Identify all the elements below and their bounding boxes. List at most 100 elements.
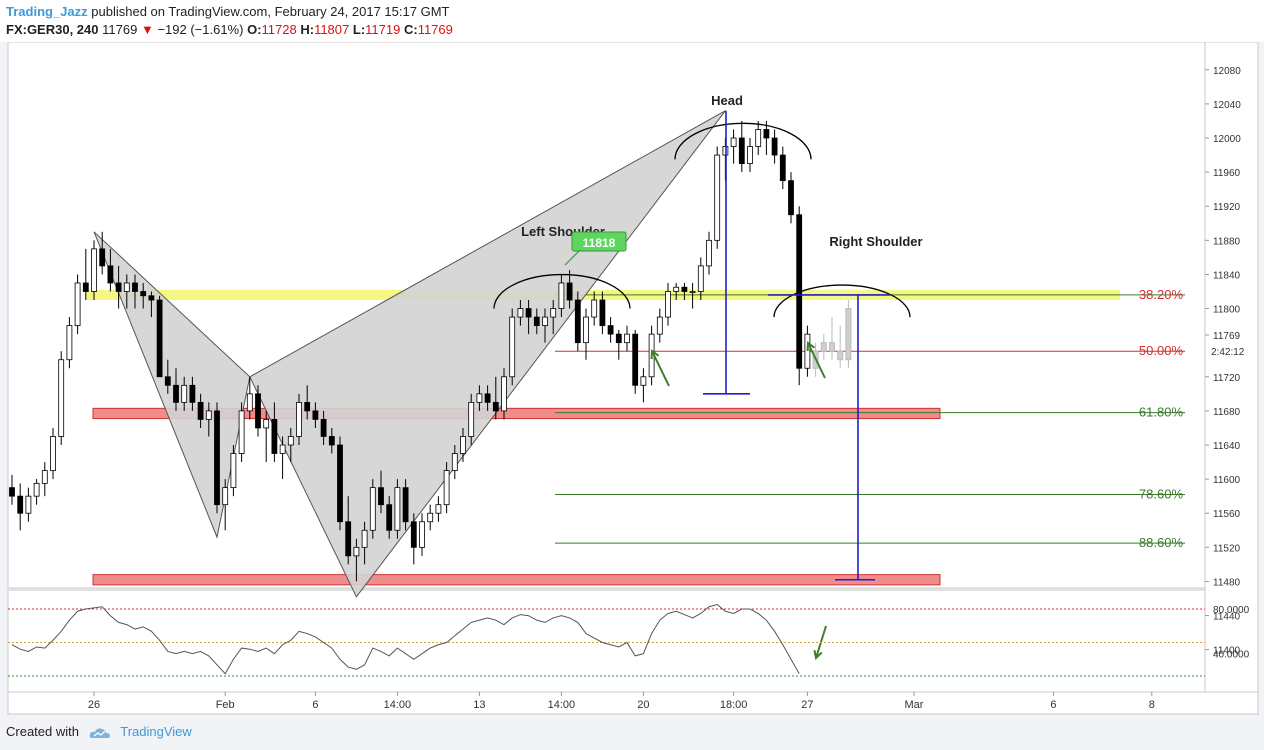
- ghost-candle-body: [837, 350, 844, 361]
- y-tick-label: 11400: [1213, 646, 1241, 657]
- chart-canvas[interactable]: 12120 12080 12040 12000 11960 11920 11880 11840…: [0, 42, 1264, 718]
- candle-body: [779, 154, 786, 182]
- low-value: 11719: [365, 22, 401, 37]
- zone-red: [92, 407, 941, 420]
- candle-body: [435, 504, 442, 514]
- candle-body: [402, 487, 409, 523]
- candle-body: [542, 316, 548, 327]
- candle-body: [509, 316, 516, 378]
- open-value: 11728: [261, 22, 297, 37]
- candle-body: [591, 299, 598, 318]
- candle-body: [222, 487, 229, 506]
- candle-body: [9, 487, 15, 497]
- bull-arrow-right-head: [806, 341, 816, 352]
- candle-body: [378, 487, 384, 506]
- high-value: 11807: [314, 22, 350, 37]
- last-price: 11769: [102, 22, 138, 37]
- x-tick-label: 8: [1149, 699, 1155, 711]
- y-tick-label: 11840: [1213, 270, 1241, 281]
- created-with-text: Created with: [6, 724, 79, 739]
- y-tick-label: 12040: [1213, 100, 1241, 111]
- x-tick-label: 13: [473, 699, 485, 711]
- zone-red: [92, 574, 941, 586]
- candle-body: [427, 512, 434, 523]
- rsi-pane: [7, 589, 1206, 693]
- y-tick-label: 11600: [1213, 475, 1241, 486]
- candle-body: [615, 333, 622, 344]
- y-tick-label: 12080: [1213, 66, 1241, 77]
- ghost-candle-body: [820, 342, 827, 352]
- candle-body: [271, 419, 278, 454]
- candle-body: [214, 410, 220, 506]
- candle-body: [140, 291, 147, 297]
- price-pane: [7, 42, 1206, 589]
- x-tick-label: 6: [1050, 699, 1056, 711]
- x-tick-label: 26: [88, 699, 100, 711]
- candle-body: [566, 282, 573, 301]
- candle-body: [361, 529, 368, 548]
- candle-body: [173, 384, 179, 403]
- candle-body: [607, 325, 614, 335]
- candle-body: [181, 384, 188, 403]
- price-tag-pointer: [564, 249, 581, 266]
- x-tick-label: 14:00: [548, 699, 576, 711]
- x-tick-label: Feb: [216, 699, 235, 711]
- head-label: Head: [711, 93, 743, 108]
- candle-body: [788, 180, 794, 216]
- candle-body: [279, 444, 286, 454]
- candle-body: [468, 401, 475, 437]
- ghost-candle-body: [829, 342, 835, 352]
- candle-body: [132, 282, 138, 292]
- candle-body: [492, 401, 499, 412]
- x-tick-label: 14:00: [384, 699, 412, 711]
- candle-body: [697, 265, 704, 292]
- bull-arrow-left: [651, 350, 670, 387]
- close-label: C:: [403, 22, 418, 37]
- candle-body: [320, 419, 327, 437]
- candle-body: [230, 453, 237, 489]
- candle-body: [747, 146, 753, 164]
- y-tick-label: 11560: [1213, 509, 1241, 520]
- publisher-link[interactable]: Trading_Jazz: [6, 4, 88, 19]
- time-axis: [7, 691, 1259, 715]
- y-tick-label: 11640: [1213, 441, 1241, 452]
- header-bar: Trading_Jazz published on TradingView.co…: [0, 0, 1264, 42]
- y-tick-label: 11440: [1213, 612, 1241, 623]
- candle-body: [673, 286, 680, 292]
- candle-body: [599, 299, 606, 327]
- candle-body: [189, 384, 196, 403]
- candle-body: [25, 495, 32, 514]
- candle-body: [238, 410, 245, 454]
- y-tick-label: 12000: [1213, 134, 1241, 145]
- candle-body: [804, 333, 811, 369]
- candle-body: [41, 470, 48, 484]
- candle-body: [632, 333, 639, 386]
- fib-label: 61.80%: [1139, 405, 1184, 420]
- x-tick-label: 6: [312, 699, 318, 711]
- y-tick-label: 11720: [1213, 373, 1241, 384]
- candle-body: [410, 521, 417, 548]
- candle-body: [525, 308, 532, 318]
- candle-body: [156, 299, 163, 378]
- candle-body: [328, 436, 335, 446]
- rsi-tick-label: 80.0000: [1213, 605, 1250, 616]
- rsi-line: [11, 603, 800, 675]
- ghost-candle-body: [845, 308, 852, 361]
- close-value: 11769: [417, 22, 453, 37]
- tradingview-brand[interactable]: TradingView: [120, 724, 192, 739]
- y-tick-label: 11520: [1213, 543, 1241, 554]
- candle-body: [17, 495, 24, 514]
- head-arc: [674, 122, 812, 160]
- right-shoulder-label: Right Shoulder: [829, 234, 922, 249]
- y-tick-label: 11880: [1213, 236, 1241, 247]
- footer: Created with TradingView: [6, 724, 192, 739]
- low-label: L:: [352, 22, 366, 37]
- price-axis: [1204, 42, 1259, 693]
- candle-body: [148, 295, 155, 301]
- candle-body: [451, 453, 458, 471]
- candle-body: [640, 376, 647, 386]
- tradingview-cloud-icon: [89, 727, 110, 738]
- candle-body: [74, 282, 81, 327]
- y-tick-label: 11480: [1213, 577, 1241, 588]
- candle-body: [58, 359, 65, 437]
